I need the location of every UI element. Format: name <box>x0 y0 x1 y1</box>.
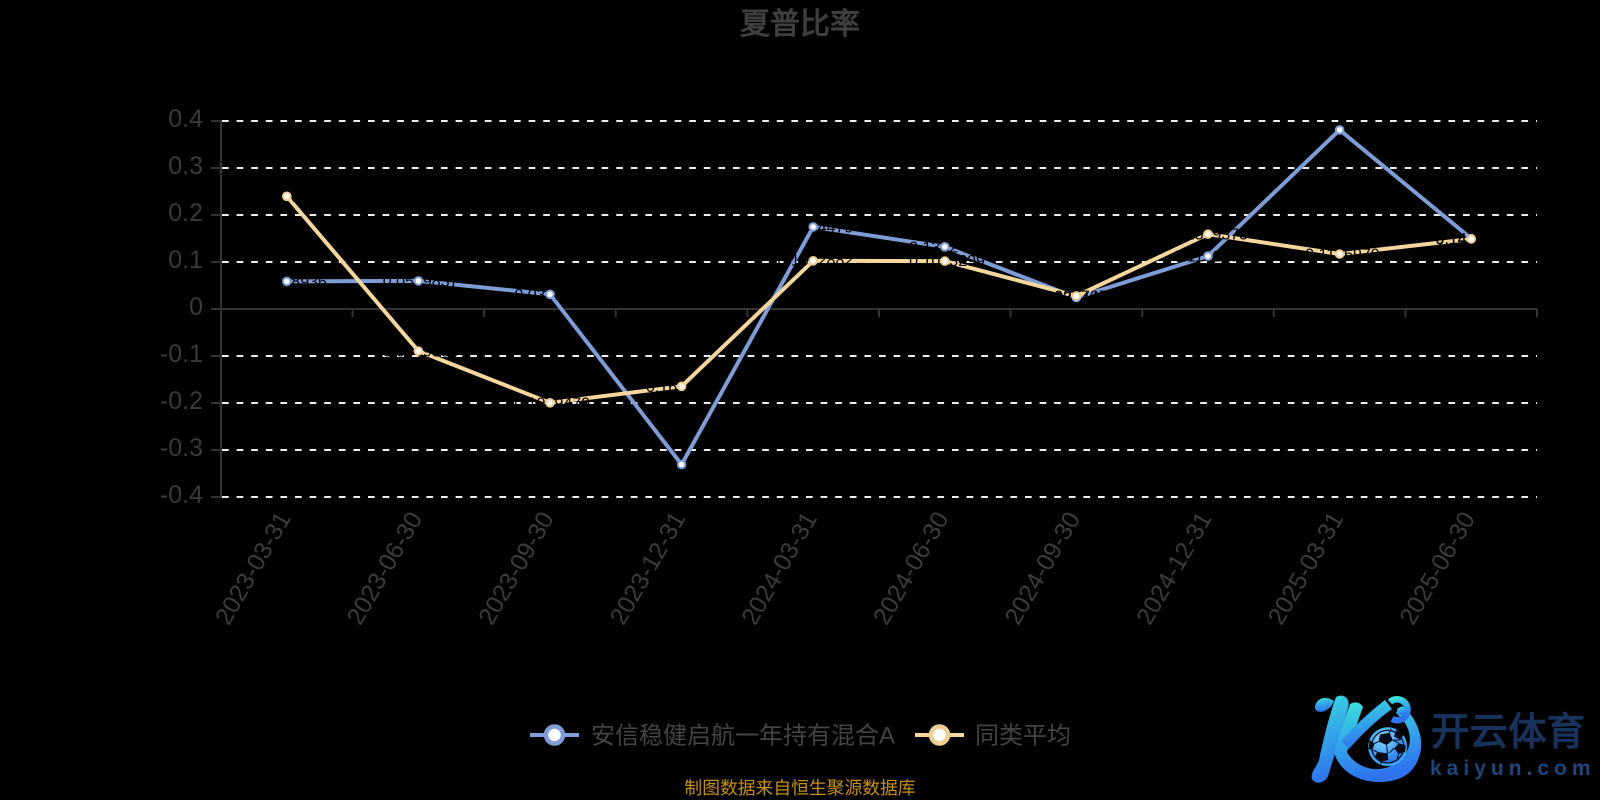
svg-text:9792: 9792 <box>291 189 327 206</box>
svg-text:9999: 9999 <box>1476 231 1512 248</box>
svg-text:0.14: 0.14 <box>1436 231 1467 248</box>
svg-text:-0.3: -0.3 <box>160 434 203 462</box>
svg-text:0.23: 0.23 <box>251 189 282 206</box>
svg-text:0.1: 0.1 <box>168 246 203 274</box>
svg-text:0.02: 0.02 <box>1041 289 1072 306</box>
svg-text:0.17: 0.17 <box>778 220 809 237</box>
svg-text:kaiyun.com: kaiyun.com <box>1430 757 1596 780</box>
svg-text:0694: 0694 <box>686 457 722 474</box>
svg-text:9479: 9479 <box>555 395 591 412</box>
svg-text:-0.2: -0.2 <box>160 387 203 415</box>
svg-text:0.38: 0.38 <box>1304 120 1335 137</box>
svg-text:0.13: 0.13 <box>909 239 940 256</box>
svg-text:9358: 9358 <box>423 344 459 361</box>
svg-text:4479: 4479 <box>686 379 722 396</box>
svg-text:0868: 0868 <box>1344 120 1380 137</box>
svg-text:2882: 2882 <box>818 253 854 270</box>
svg-text:4479: 4479 <box>818 220 854 237</box>
svg-text:0.10: 0.10 <box>909 253 940 270</box>
svg-text:0.03: 0.03 <box>514 287 545 304</box>
svg-text:0.11: 0.11 <box>1305 247 1335 264</box>
svg-text:6979: 6979 <box>1344 247 1380 264</box>
svg-text:0.3: 0.3 <box>168 152 203 180</box>
svg-text:1702: 1702 <box>555 287 591 304</box>
svg-text:-0.16: -0.16 <box>641 379 678 396</box>
svg-text:4479: 4479 <box>1081 290 1117 307</box>
svg-text:制图数据来自恒生聚源数据库: 制图数据来自恒生聚源数据库 <box>684 778 915 798</box>
svg-text:同类平均: 同类平均 <box>975 723 1071 750</box>
svg-text:0.14: 0.14 <box>1436 232 1467 249</box>
svg-text:8889: 8889 <box>1476 232 1512 249</box>
svg-text:安信稳健启航一年持有混合A: 安信稳健启航一年持有混合A <box>591 723 895 750</box>
svg-text:0.05: 0.05 <box>251 274 282 291</box>
svg-text:0.4: 0.4 <box>168 105 203 133</box>
svg-text:0.11: 0.11 <box>1174 249 1204 266</box>
svg-text:7674: 7674 <box>1081 289 1117 306</box>
svg-text:-0.19: -0.19 <box>509 395 546 412</box>
svg-text:-0.08: -0.08 <box>377 344 414 361</box>
svg-text:9837: 9837 <box>423 274 459 291</box>
svg-text:2465: 2465 <box>949 239 985 256</box>
svg-text:0.02: 0.02 <box>1041 290 1072 307</box>
svg-text:3299: 3299 <box>949 253 985 270</box>
svg-text:-0.4: -0.4 <box>160 481 203 509</box>
svg-text:8936: 8936 <box>291 274 327 291</box>
svg-text:夏普比率: 夏普比率 <box>740 7 860 41</box>
svg-text:-0.1: -0.1 <box>160 340 203 368</box>
svg-text:2778: 2778 <box>1213 249 1249 266</box>
svg-text:0.10: 0.10 <box>778 253 809 270</box>
svg-text:开云体育: 开云体育 <box>1431 711 1585 754</box>
svg-text:9375: 9375 <box>1213 227 1249 244</box>
svg-text:0.05: 0.05 <box>383 274 414 291</box>
svg-text:0: 0 <box>189 293 203 321</box>
svg-text:-0.33: -0.33 <box>641 457 678 474</box>
svg-text:0.15: 0.15 <box>1172 227 1203 244</box>
svg-text:0.2: 0.2 <box>168 199 203 227</box>
